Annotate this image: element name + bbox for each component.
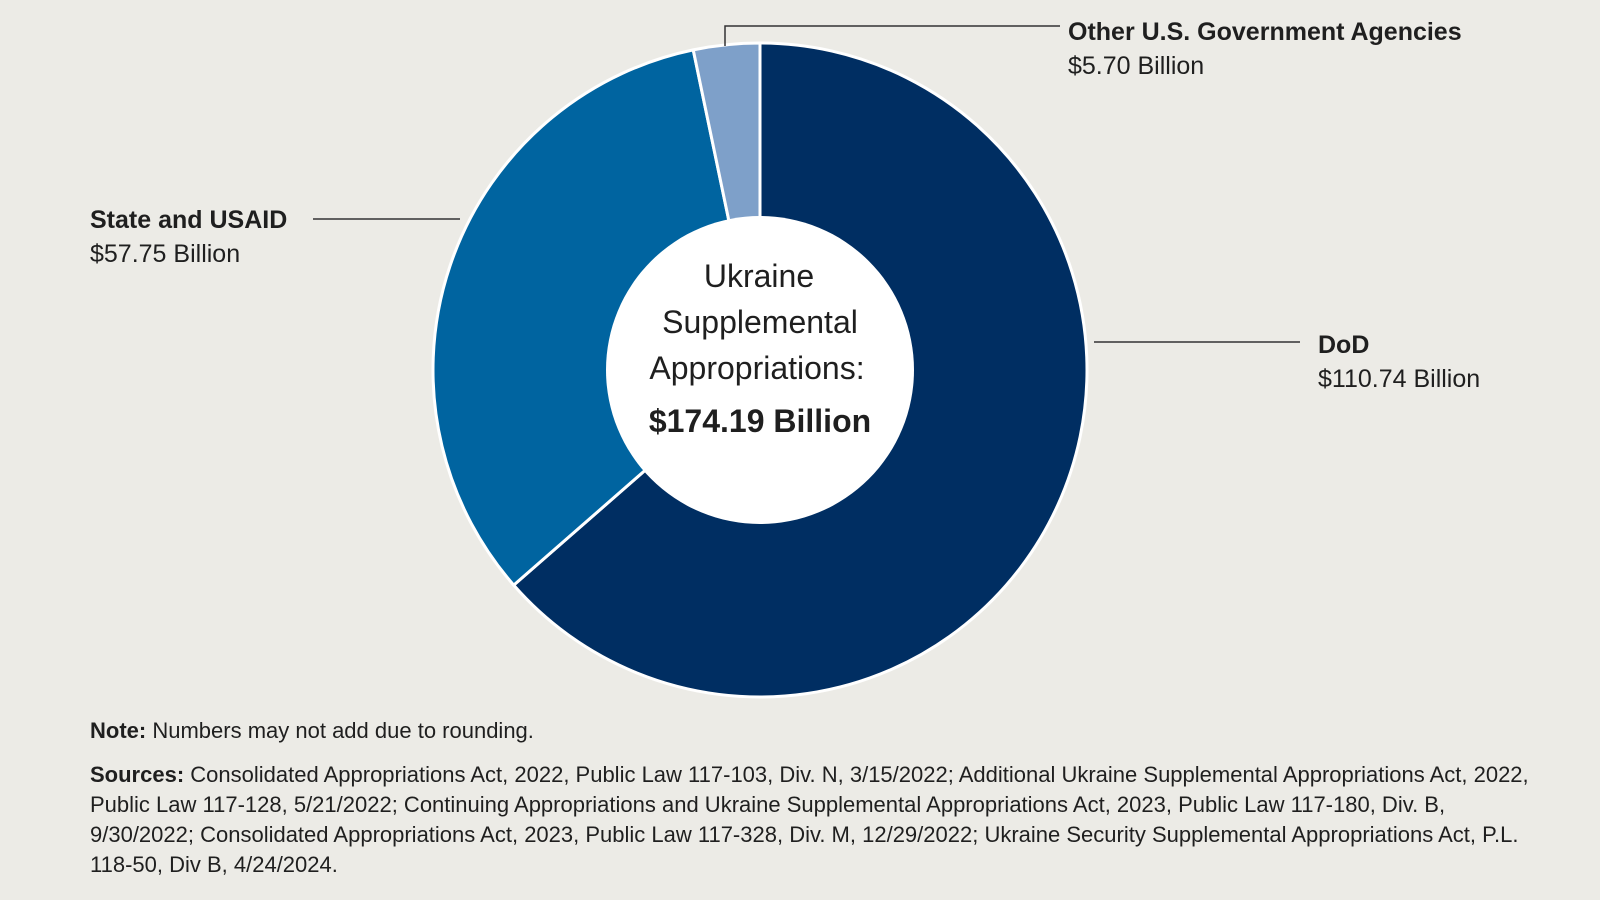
slice-value-state-usaid: $57.75 Billion	[90, 240, 240, 268]
slice-label-other-agencies: Other U.S. Government Agencies	[1068, 18, 1462, 46]
donut-center-hole	[606, 216, 914, 524]
slice-value-other-agencies: $5.70 Billion	[1068, 52, 1204, 80]
note: Note: Numbers may not add due to roundin…	[90, 716, 1530, 746]
note-text: Numbers may not add due to rounding.	[152, 718, 534, 743]
donut-slice-state-usaid	[431, 48, 762, 587]
slice-label-dod: DoD	[1318, 331, 1369, 359]
center-label-line-2: Supplemental	[662, 304, 858, 340]
chart-notes: Note: Numbers may not add due to roundin…	[90, 716, 1530, 880]
slice-value-dod: $110.74 Billion	[1318, 365, 1480, 393]
note-label: Note:	[90, 718, 147, 743]
center-label-line-1: Ukraine	[704, 258, 814, 294]
sources-label: Sources:	[90, 762, 185, 787]
slice-label-state-usaid: State and USAID	[90, 206, 287, 234]
donut-chart: Ukraine Supplemental Appropriations: $17…	[90, 18, 1480, 699]
sources-text: Consolidated Appropriations Act, 2022, P…	[90, 762, 1529, 877]
center-label-line-3: Appropriations:	[649, 350, 864, 386]
sources: Sources: Consolidated Appropriations Act…	[90, 760, 1530, 880]
center-label-total: $174.19 Billion	[649, 403, 871, 439]
leader-line-other-agencies	[724, 25, 1060, 46]
